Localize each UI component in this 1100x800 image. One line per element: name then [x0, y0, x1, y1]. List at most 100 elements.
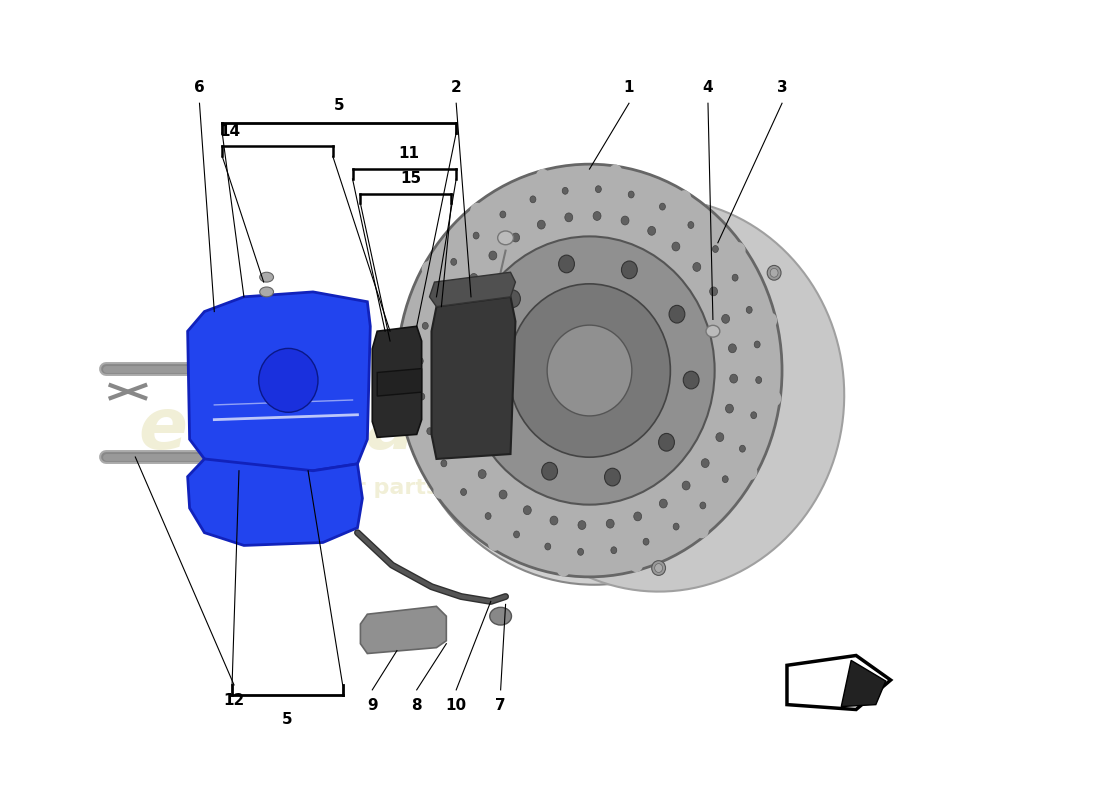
Ellipse shape [497, 231, 514, 245]
Ellipse shape [621, 216, 629, 225]
Ellipse shape [578, 549, 584, 555]
Ellipse shape [258, 349, 318, 412]
Ellipse shape [644, 538, 649, 545]
Ellipse shape [688, 222, 694, 229]
Polygon shape [377, 369, 421, 396]
Ellipse shape [593, 211, 601, 220]
Ellipse shape [733, 274, 738, 281]
Ellipse shape [480, 352, 496, 370]
Text: 8: 8 [411, 698, 422, 713]
Ellipse shape [606, 519, 614, 528]
Ellipse shape [700, 502, 706, 509]
Ellipse shape [673, 523, 679, 530]
Text: 10: 10 [446, 698, 466, 713]
Ellipse shape [767, 266, 781, 280]
Text: 1: 1 [624, 80, 635, 95]
Ellipse shape [499, 211, 506, 218]
Ellipse shape [682, 481, 690, 490]
Ellipse shape [723, 476, 728, 482]
Text: eurocarparts: eurocarparts [139, 395, 666, 464]
Ellipse shape [488, 251, 497, 260]
Ellipse shape [629, 557, 644, 572]
Ellipse shape [544, 543, 551, 550]
Ellipse shape [634, 512, 641, 521]
Ellipse shape [713, 246, 718, 253]
Ellipse shape [508, 284, 670, 457]
Ellipse shape [514, 531, 519, 538]
Ellipse shape [487, 535, 502, 551]
Ellipse shape [470, 203, 484, 218]
Ellipse shape [441, 460, 447, 467]
Ellipse shape [669, 306, 685, 323]
Ellipse shape [751, 412, 757, 418]
Ellipse shape [605, 468, 620, 486]
Polygon shape [361, 606, 447, 654]
Text: 15: 15 [400, 170, 421, 186]
Polygon shape [188, 459, 362, 546]
Ellipse shape [427, 428, 432, 434]
Ellipse shape [446, 328, 453, 337]
Ellipse shape [536, 169, 550, 185]
Text: a passion for parts since 1985: a passion for parts since 1985 [202, 478, 581, 498]
Ellipse shape [672, 242, 680, 251]
Text: 2: 2 [451, 80, 462, 95]
Text: 11: 11 [399, 146, 420, 162]
Ellipse shape [492, 390, 499, 399]
Ellipse shape [559, 255, 574, 273]
Text: 6: 6 [194, 80, 205, 95]
Ellipse shape [397, 164, 782, 577]
Ellipse shape [451, 258, 456, 266]
Text: 5: 5 [282, 713, 293, 727]
Ellipse shape [433, 289, 440, 296]
Ellipse shape [732, 242, 746, 258]
Text: 5: 5 [334, 98, 344, 113]
Ellipse shape [450, 418, 458, 426]
Ellipse shape [441, 358, 449, 367]
Ellipse shape [485, 513, 491, 519]
Ellipse shape [402, 413, 416, 429]
Ellipse shape [716, 433, 724, 442]
Ellipse shape [397, 335, 411, 350]
Ellipse shape [512, 233, 519, 242]
Text: 9: 9 [367, 698, 377, 713]
Ellipse shape [763, 313, 778, 328]
Ellipse shape [433, 483, 448, 499]
Ellipse shape [402, 172, 786, 585]
Ellipse shape [461, 446, 470, 454]
Text: 7: 7 [495, 698, 506, 713]
Ellipse shape [710, 287, 717, 296]
Ellipse shape [722, 314, 729, 323]
Polygon shape [786, 655, 891, 710]
Ellipse shape [490, 607, 512, 625]
Ellipse shape [260, 272, 274, 282]
Ellipse shape [595, 186, 602, 193]
Ellipse shape [547, 325, 631, 416]
Polygon shape [431, 297, 516, 459]
Ellipse shape [505, 290, 520, 308]
Ellipse shape [706, 326, 719, 337]
Ellipse shape [442, 388, 451, 397]
Ellipse shape [461, 489, 466, 495]
Ellipse shape [726, 404, 734, 413]
Ellipse shape [464, 236, 715, 505]
Ellipse shape [537, 220, 546, 229]
Ellipse shape [478, 470, 486, 478]
Polygon shape [473, 206, 844, 591]
Ellipse shape [659, 434, 674, 451]
Ellipse shape [608, 165, 623, 180]
Ellipse shape [494, 418, 510, 436]
Polygon shape [188, 292, 371, 470]
Ellipse shape [648, 226, 656, 235]
Ellipse shape [678, 190, 691, 206]
Ellipse shape [739, 446, 746, 452]
Ellipse shape [693, 262, 701, 271]
Ellipse shape [421, 261, 436, 277]
Ellipse shape [621, 261, 637, 278]
Ellipse shape [628, 191, 635, 198]
Ellipse shape [499, 490, 507, 499]
Ellipse shape [610, 546, 617, 554]
Text: 14: 14 [220, 124, 241, 138]
Ellipse shape [768, 390, 781, 406]
Ellipse shape [660, 203, 666, 210]
Ellipse shape [422, 322, 428, 330]
